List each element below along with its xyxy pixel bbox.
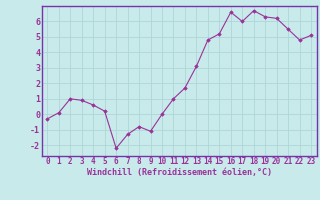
- X-axis label: Windchill (Refroidissement éolien,°C): Windchill (Refroidissement éolien,°C): [87, 168, 272, 177]
